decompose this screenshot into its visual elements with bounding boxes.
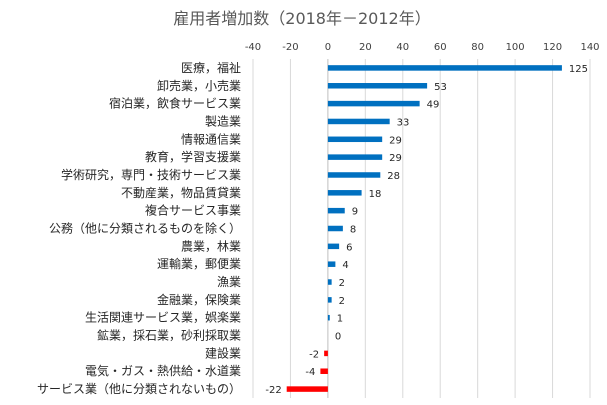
data-label: 2 xyxy=(339,278,345,289)
data-labels: 125 53 49 33 29 29 28 18 9 8 6 4 2 2 1 0 -2 -4 -22 xyxy=(265,64,588,396)
bar xyxy=(327,100,420,107)
bar xyxy=(327,118,390,125)
x-tick-label: -20 xyxy=(282,42,298,53)
category-label: 卸売業，小売業 xyxy=(157,78,241,93)
x-tick-label: 0 xyxy=(325,42,331,53)
data-label: 28 xyxy=(387,171,400,182)
data-label: -22 xyxy=(265,385,281,396)
bars xyxy=(286,65,562,392)
bar xyxy=(327,207,345,214)
data-label: 33 xyxy=(397,117,410,128)
x-tick-label: 100 xyxy=(506,42,525,53)
bar xyxy=(320,368,328,374)
category-label: 不動産業，物品賃貸業 xyxy=(121,185,241,200)
bar xyxy=(327,297,332,303)
data-label: -4 xyxy=(305,367,315,378)
data-label: 2 xyxy=(339,296,345,307)
data-label: 6 xyxy=(346,242,352,253)
category-label: 宿泊業，飲食サービス業 xyxy=(109,96,241,111)
x-tick-label: 60 xyxy=(434,42,447,53)
category-label: 複合サービス事業 xyxy=(145,203,241,218)
data-label: 49 xyxy=(427,100,440,111)
category-label: 電気・ガス・熱供給・水道業 xyxy=(85,363,241,378)
x-tick-label: -40 xyxy=(245,42,261,53)
data-label: 53 xyxy=(434,82,447,93)
data-label: 8 xyxy=(350,225,356,236)
data-label: 4 xyxy=(342,260,348,271)
category-label: 教育，学習支援業 xyxy=(145,149,241,164)
data-label: 18 xyxy=(369,189,382,200)
x-tick-label: 40 xyxy=(396,42,409,53)
category-label: 公務（他に分類されるものを除く） xyxy=(49,221,241,236)
bar xyxy=(327,65,562,71)
x-tick-label: 140 xyxy=(580,42,599,53)
category-label: 鉱業，採石業，砂利採取業 xyxy=(97,328,241,343)
bar xyxy=(327,83,428,89)
category-label: 製造業 xyxy=(205,114,241,128)
bar xyxy=(327,190,362,196)
category-label: 学術研究，専門・技術サービス業 xyxy=(61,167,241,182)
data-label: 9 xyxy=(352,207,358,218)
bar xyxy=(327,243,340,250)
bar xyxy=(327,225,343,232)
x-axis-ticks: -40 -20 0 20 40 60 80 100 120 140 xyxy=(245,42,600,53)
bar xyxy=(327,136,383,143)
category-label: 医療，福祉 xyxy=(181,60,241,75)
gridlines xyxy=(252,59,591,398)
bar xyxy=(327,261,336,267)
category-label: 漁業 xyxy=(217,275,241,289)
bar xyxy=(327,314,330,321)
data-label: 29 xyxy=(389,153,402,164)
bar xyxy=(324,350,328,357)
category-label: 情報通信業 xyxy=(181,132,241,146)
category-labels: 医療，福祉卸売業，小売業宿泊業，飲食サービス業製造業情報通信業教育，学習支援業学… xyxy=(37,60,241,396)
category-label: 建設業 xyxy=(205,345,241,360)
category-label: 運輸業，郵便業 xyxy=(157,256,241,271)
x-tick-label: 80 xyxy=(471,42,484,53)
category-label: 生活関連サービス業，娯楽業 xyxy=(85,311,241,325)
data-label: 0 xyxy=(335,332,341,343)
bar xyxy=(327,154,383,160)
bar xyxy=(286,386,328,392)
category-label: 金融業，保険業 xyxy=(157,292,241,307)
data-label: 125 xyxy=(569,64,588,75)
category-label: 農業，林業 xyxy=(181,239,241,253)
category-label: サービス業（他に分類されないもの） xyxy=(37,382,241,396)
chart-title: 雇用者増加数（2018年－2012年） xyxy=(173,9,430,28)
x-tick-label: 20 xyxy=(359,42,372,53)
bar xyxy=(327,172,381,178)
data-label: -2 xyxy=(309,349,319,360)
bar xyxy=(327,279,332,285)
data-label: 29 xyxy=(389,135,402,146)
data-label: 1 xyxy=(337,314,343,325)
x-tick-label: 120 xyxy=(543,42,562,53)
